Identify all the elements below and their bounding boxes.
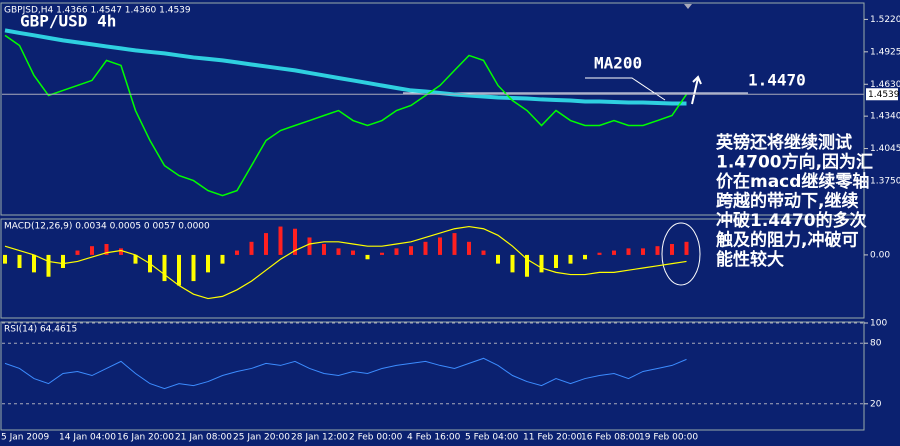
- x-tick-label: 21 Jan 08:00: [175, 433, 232, 443]
- last-price-label: 1.4539: [868, 90, 900, 100]
- bar: [496, 254, 500, 264]
- bar: [554, 254, 558, 268]
- bar: [438, 237, 442, 255]
- bar: [162, 254, 167, 282]
- y-tick-label: 80: [870, 339, 882, 349]
- bar: [206, 254, 210, 273]
- chart-title: GBP/USD 4h: [20, 12, 116, 31]
- bar: [46, 254, 51, 277]
- bar: [235, 250, 239, 255]
- bar: [17, 254, 22, 268]
- bar: [481, 250, 486, 255]
- y-tick-label: 1.4630: [870, 80, 900, 90]
- bar: [336, 248, 341, 255]
- bar: [264, 233, 268, 255]
- bar: [278, 226, 283, 255]
- y-tick-label: 1.4340: [870, 112, 900, 122]
- comment-line: 英镑还将继续测试: [716, 132, 852, 153]
- level-annotation: 1.4470: [748, 71, 806, 90]
- bar: [597, 252, 602, 255]
- x-tick-label: 28 Jan 12:00: [291, 433, 348, 443]
- bar: [655, 246, 660, 255]
- bar: [510, 254, 515, 273]
- x-tick-label: 2 Feb 00:00: [349, 433, 403, 443]
- panel-label: GBPJSD,H4 1.4366 1.4547 1.4360 1.4539: [4, 6, 191, 16]
- last-price-box: [866, 88, 898, 101]
- comment-line: 冲破1.4470的多次: [716, 210, 867, 231]
- y-tick-label: 1.4925: [870, 47, 900, 57]
- highlight-circle: [661, 222, 701, 286]
- x-tick-label: 4 Feb 16:00: [407, 433, 461, 443]
- line: [4, 357, 687, 390]
- bar: [293, 228, 297, 255]
- bar: [307, 237, 312, 255]
- price-panel: [0, 2, 865, 216]
- y-tick-label: 0.00: [870, 250, 890, 260]
- ma-annotation: MA200: [594, 54, 642, 73]
- bar: [423, 241, 428, 255]
- bar: [177, 254, 181, 286]
- x-tick-label: 25 Jan 20:00: [233, 433, 290, 443]
- panel-label: RSI(14) 64.4615: [4, 325, 77, 335]
- x-tick-label: 19 Feb 00:00: [639, 433, 698, 443]
- comment-line: 触及的阻力,冲破可: [715, 230, 858, 251]
- x-tick-label: 5 Feb 04:00: [465, 433, 519, 443]
- x-tick-label: 16 Feb 08:00: [581, 433, 640, 443]
- y-tick-label: 20: [870, 399, 882, 409]
- bar: [119, 248, 123, 255]
- x-tick-label: 16 Jan 20:00: [117, 433, 174, 443]
- bar: [104, 244, 109, 255]
- shift-marker: [684, 4, 692, 9]
- line: [4, 34, 688, 197]
- comment: 英镑还将继续测试1.4700方向,因为汇价在macd继续零轴跨越的带动下,继续冲…: [715, 132, 873, 270]
- up-arrow: [691, 75, 702, 105]
- bar: [684, 241, 689, 255]
- bar: [365, 254, 370, 260]
- x-tick-label: 14 Jan 04:00: [59, 433, 116, 443]
- bar: [525, 254, 529, 277]
- y-tick-label: 1.4045: [870, 144, 900, 154]
- bar: [61, 254, 65, 268]
- comment-line: 跨越的带动下,继续: [716, 191, 858, 212]
- bar: [583, 254, 587, 260]
- bar: [249, 241, 254, 255]
- panel-label: MACD(12,26,9) 0.0034 0.0005 0 0057 0.000…: [4, 222, 210, 232]
- x-tick-label: 5 Jan 2009: [1, 433, 49, 443]
- rsi-panel: [0, 321, 865, 431]
- bar: [90, 246, 94, 255]
- x-tick-label: 11 Feb 20:00: [523, 433, 582, 443]
- bar: [568, 254, 573, 264]
- bar: [322, 244, 326, 255]
- bar: [409, 246, 413, 255]
- comment-line: 能性较大: [716, 249, 784, 270]
- bar: [670, 244, 674, 255]
- comment-line: 1.4700方向,因为汇: [716, 152, 873, 173]
- bar: [3, 254, 7, 264]
- bar: [394, 248, 399, 255]
- bar: [539, 254, 544, 273]
- bar: [75, 250, 80, 255]
- bar: [351, 250, 355, 255]
- bar: [380, 252, 384, 255]
- bar: [626, 248, 631, 255]
- bar: [641, 248, 645, 255]
- line: [4, 28, 687, 106]
- bar: [191, 254, 196, 282]
- line: [4, 225, 687, 300]
- bar: [32, 254, 36, 273]
- bar: [452, 233, 457, 255]
- y-tick-label: 1.3750: [870, 177, 900, 187]
- bar: [133, 254, 138, 264]
- macd-panel: [0, 218, 865, 319]
- comment-line: 价在macd继续零轴: [716, 171, 869, 192]
- bar: [467, 241, 471, 255]
- y-tick-label: 100: [870, 319, 887, 329]
- bar: [220, 254, 225, 264]
- bar: [612, 250, 616, 255]
- y-tick-label: 1.5220: [870, 15, 900, 25]
